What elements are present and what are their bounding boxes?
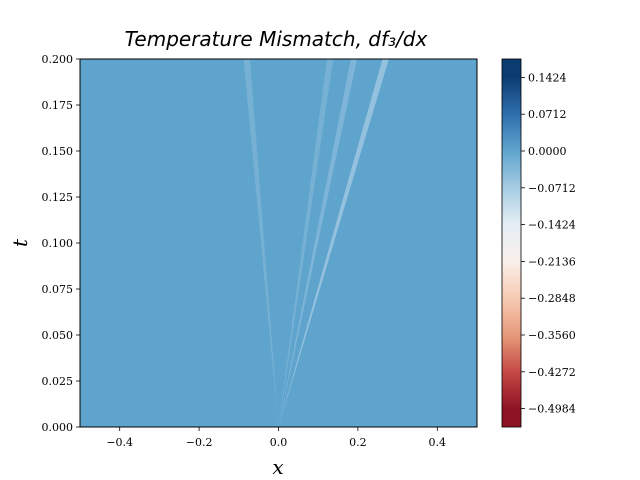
colorbar-tick-label: −0.4272 xyxy=(528,366,576,379)
colorbar-tick-label: −0.0712 xyxy=(528,182,576,195)
rarefaction-fan-ray xyxy=(278,59,358,427)
y-tick-label: 0.125 xyxy=(42,191,74,204)
contact-ray xyxy=(278,59,334,427)
y-tick-label: 0.200 xyxy=(42,53,74,66)
y-tick-label: 0.025 xyxy=(42,375,74,388)
x-tick-label: 0.4 xyxy=(429,436,447,449)
heatmap-features xyxy=(80,59,416,427)
y-tick-label: 0.100 xyxy=(42,237,74,250)
colorbar-tick-label: 0.0712 xyxy=(528,108,567,121)
y-axis: 0.000 0.025 0.050 0.075 0.100 0.125 0.150 0.175… xyxy=(42,53,80,434)
y-tick-label: 0.050 xyxy=(42,329,74,342)
colorbar-tick-label: −0.3560 xyxy=(528,329,576,342)
x-tick-label: 0.2 xyxy=(349,436,367,449)
y-tick-label: 0.175 xyxy=(42,99,74,112)
colorbar-ticks: 0.1424 0.0712 0.0000 −0.0712 −0.1424 −0.2136 −… xyxy=(521,71,576,416)
rarefaction-fan-ray xyxy=(278,59,389,427)
colorbar: 0.1424 0.0712 0.0000 −0.0712 −0.1424 −0.2136 −… xyxy=(501,58,576,428)
x-axis: −0.4 −0.2 0.0 0.2 0.4 xyxy=(106,427,446,449)
colorbar-tick-label: −0.2848 xyxy=(528,292,576,305)
y-axis-label: t xyxy=(8,238,32,247)
colorbar-tick-label: −0.2136 xyxy=(528,255,576,268)
x-axis-label: x xyxy=(272,455,283,479)
edge-streak-left xyxy=(80,409,166,427)
plot-area xyxy=(79,58,478,428)
colorbar-tick-label: 0.0000 xyxy=(528,145,567,158)
x-tick-label: 0.0 xyxy=(270,436,288,449)
x-tick-label: −0.2 xyxy=(186,436,213,449)
y-tick-label: 0.000 xyxy=(42,421,74,434)
initial-layer-left xyxy=(193,375,285,427)
shock-ray xyxy=(243,59,279,427)
x-tick-label: −0.4 xyxy=(106,436,133,449)
colorbar-gradient xyxy=(501,58,522,428)
chart-title: Temperature Mismatch, df₃/dx xyxy=(125,27,428,51)
heatmap-background xyxy=(80,59,477,427)
y-tick-label: 0.075 xyxy=(42,283,74,296)
y-tick-label: 0.150 xyxy=(42,145,74,158)
initial-layer-right xyxy=(272,375,416,427)
colorbar-tick-label: −0.4984 xyxy=(528,403,576,416)
colorbar-tick-label: 0.1424 xyxy=(528,71,567,84)
colorbar-tick-label: −0.1424 xyxy=(528,219,576,232)
